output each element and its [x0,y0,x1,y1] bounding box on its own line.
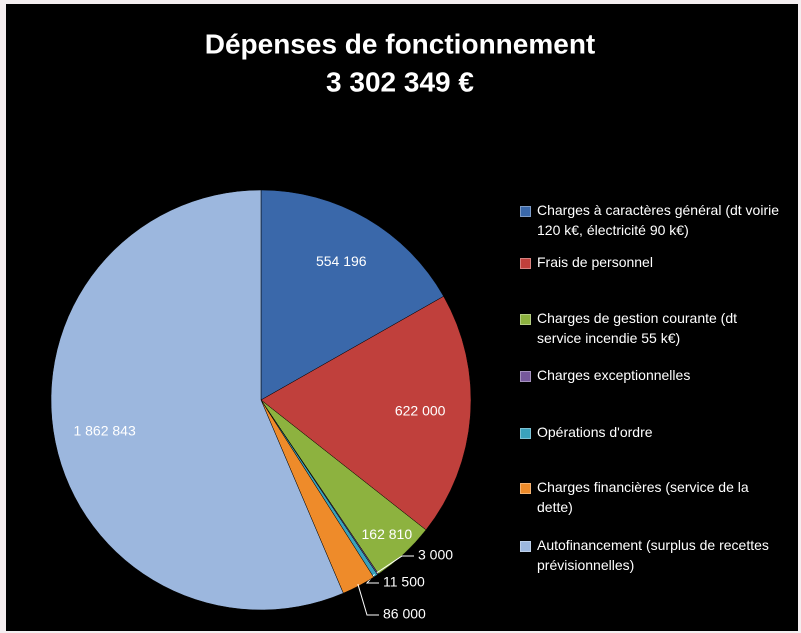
data-label: 622 000 [395,403,446,419]
legend-swatch [520,258,531,269]
data-label: 11 500 [383,574,425,590]
legend-label: Autofinancement (surplus de recettes pré… [537,537,769,573]
pie-slice [260,295,472,531]
chart-title: Dépenses de fonctionnement [205,28,596,59]
leader-line [376,555,414,574]
legend-label: Charges exceptionnelles [537,367,691,383]
legend-swatch [520,206,531,217]
legend-item: Opérations d'ordre [520,422,785,442]
data-label: 162 810 [362,526,413,542]
leader-line [357,583,379,616]
legend-item: Charges exceptionnelles [520,365,785,385]
legend-swatch [520,314,531,325]
legend-label: Charges à caractères général (dt voirie … [537,202,780,238]
chart-subtitle: 3 302 349 € [326,66,474,97]
legend-label: Charges financières (service de la dette… [537,479,749,515]
legend-item: Frais de personnel [520,252,785,272]
legend-label: Charges de gestion courante (dt service … [537,310,738,346]
data-label: 1 862 843 [73,423,135,439]
data-label: 3 000 [418,547,453,563]
pie-slice [50,189,344,611]
legend-item: Charges financières (service de la dette… [520,477,785,517]
legend-item: Charges de gestion courante (dt service … [520,308,785,348]
legend-item: Autofinancement (surplus de recettes pré… [520,535,785,575]
legend-label: Frais de personnel [537,254,653,270]
legend-swatch [520,483,531,494]
data-label: 554 196 [316,253,367,269]
legend-swatch [520,371,531,382]
data-label: 86 000 [383,606,426,622]
legend-swatch [520,428,531,439]
pie-slice [260,189,444,401]
legend-label: Opérations d'ordre [537,424,653,440]
legend-swatch [520,541,531,552]
legend-item: Charges à caractères général (dt voirie … [520,200,785,240]
